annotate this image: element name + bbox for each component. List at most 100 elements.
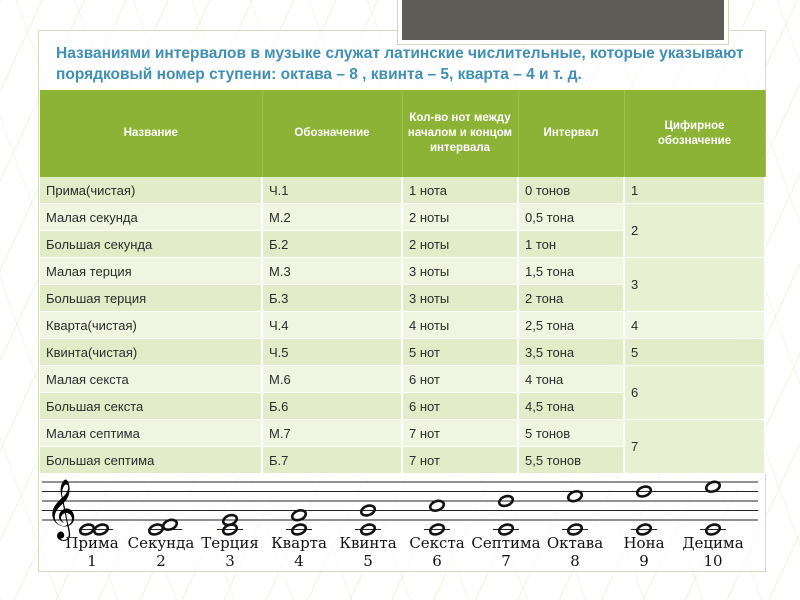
cell-digit: 3 xyxy=(624,257,766,312)
cell-code: Б.2 xyxy=(262,230,403,258)
interval-number-label: 4 xyxy=(294,552,304,570)
table-row: Большая септима Б.7 7 нот 5,5 тонов xyxy=(40,446,765,474)
interval-number-label: 8 xyxy=(570,552,580,570)
cell-notes: 4 ноты xyxy=(402,311,519,339)
whole-note xyxy=(92,523,110,536)
interval-name-label: Квинта xyxy=(339,534,396,552)
intervals-table-container: Название Обозначение Кол-во нот между на… xyxy=(40,90,766,474)
cell-digit: 5 xyxy=(624,338,766,366)
cell-digit: 2 xyxy=(624,203,766,258)
cell-code: М.3 xyxy=(262,257,403,285)
cell-name: Кварта(чистая) xyxy=(40,311,263,339)
cell-code: Б.3 xyxy=(262,284,403,312)
cell-code: Ч.1 xyxy=(262,177,403,204)
whole-note xyxy=(221,513,239,527)
whole-note xyxy=(704,523,722,536)
cell-interval: 3,5 тона xyxy=(518,338,625,366)
cell-digit: 7 xyxy=(624,419,766,474)
cell-code: Ч.5 xyxy=(262,338,403,366)
header-name: Название xyxy=(40,90,263,177)
cell-interval: 2,5 тона xyxy=(518,311,625,339)
cell-name: Большая септима xyxy=(40,446,263,474)
cell-notes: 1 нота xyxy=(402,177,519,204)
table-row: Малая терция М.3 3 ноты 1,5 тона 3 xyxy=(40,257,766,312)
intervals-table: Название Обозначение Кол-во нот между на… xyxy=(40,90,766,474)
interval-number-label: 5 xyxy=(363,552,373,570)
cell-code: Б.7 xyxy=(262,446,403,474)
whole-note xyxy=(359,504,377,517)
cell-notes: 2 ноты xyxy=(402,230,519,258)
whole-note xyxy=(635,485,653,498)
interval-number-label: 3 xyxy=(225,552,235,570)
cell-name: Прима(чистая) xyxy=(40,177,263,204)
table-row: Большая терция Б.3 3 ноты 2 тона xyxy=(40,284,765,312)
cell-interval: 2 тона xyxy=(518,284,625,312)
whole-note xyxy=(78,523,96,536)
cell-interval: 0 тонов xyxy=(518,177,625,204)
interval-name-label: Секста xyxy=(409,534,464,552)
interval-name-label: Септима xyxy=(471,534,540,552)
whole-note xyxy=(566,490,584,503)
cell-notes: 3 ноты xyxy=(402,257,519,285)
interval-number-label: 2 xyxy=(156,552,166,570)
cell-code: Б.6 xyxy=(262,392,403,420)
cell-name: Малая секста xyxy=(40,365,263,393)
cell-notes: 7 нот xyxy=(402,446,519,474)
cell-interval: 1,5 тона xyxy=(518,257,625,285)
cell-name: Малая терция xyxy=(40,257,263,285)
interval-number-label: 9 xyxy=(639,552,649,570)
cell-notes: 6 нот xyxy=(402,392,519,420)
table-row: Квинта(чистая) Ч.5 5 нот 3,5 тона 5 xyxy=(40,338,766,366)
cell-notes: 7 нот xyxy=(402,419,519,447)
cell-interval: 0,5 тона xyxy=(518,203,625,231)
cell-digit: 6 xyxy=(624,365,766,420)
cell-code: М.7 xyxy=(262,419,403,447)
interval-name-label: Секунда xyxy=(128,534,195,552)
header-digit: Цифирное обозначение xyxy=(624,90,766,177)
cell-interval: 5,5 тонов xyxy=(518,446,625,474)
cell-name: Малая септима xyxy=(40,419,263,447)
interval-name-label: Терция xyxy=(201,534,259,552)
cell-interval: 4 тона xyxy=(518,365,625,393)
cell-digit: 4 xyxy=(624,311,766,339)
interval-name-label: Нона xyxy=(623,534,664,552)
whole-note xyxy=(290,523,308,536)
interval-number-label: 1 xyxy=(87,552,97,570)
slide-title: Названиями интервалов в музыке служат ла… xyxy=(56,45,744,83)
cell-code: М.6 xyxy=(262,365,403,393)
whole-note xyxy=(635,523,653,536)
cell-name: Большая секста xyxy=(40,392,263,420)
table-row: Большая секунда Б.2 2 ноты 1 тон xyxy=(40,230,765,258)
cell-notes: 2 ноты xyxy=(402,203,519,231)
whole-note xyxy=(497,494,515,508)
table-body: Прима(чистая) Ч.1 1 нота 0 тонов 1 Малая секу… xyxy=(40,177,766,474)
cell-interval: 5 тонов xyxy=(518,419,625,447)
interval-name-label: Прима xyxy=(65,534,118,552)
table-row: Малая септима М.7 7 нот 5 тонов 7 xyxy=(40,419,766,474)
header-interval: Интервал xyxy=(518,90,625,177)
cell-name: Большая секунда xyxy=(40,230,263,258)
cell-name: Малая секунда xyxy=(40,203,263,231)
whole-note xyxy=(290,509,308,522)
cell-interval: 4,5 тона xyxy=(518,392,625,420)
cell-notes: 5 нот xyxy=(402,338,519,366)
cell-notes: 6 нот xyxy=(402,365,519,393)
music-staff-area: 𝄞 Прима 1 Секунда 2 Терция 3 Кварта 4 Квинта 5 Секс… xyxy=(40,470,760,570)
interval-name-label: Октава xyxy=(547,534,603,552)
cell-digit: 1 xyxy=(624,177,766,204)
cell-name: Квинта(чистая) xyxy=(40,338,263,366)
cell-code: Ч.4 xyxy=(262,311,403,339)
table-header-row: Название Обозначение Кол-во нот между на… xyxy=(40,90,766,177)
table-row: Малая секунда М.2 2 ноты 0,5 тона 2 xyxy=(40,203,766,258)
interval-name-label: Кварта xyxy=(271,534,327,552)
whole-note xyxy=(704,480,722,493)
table-row: Кварта(чистая) Ч.4 4 ноты 2,5 тона 4 xyxy=(40,311,766,339)
interval-number-label: 7 xyxy=(501,552,511,570)
whole-note xyxy=(566,523,584,536)
whole-note xyxy=(428,523,446,536)
decorative-header-box xyxy=(398,0,728,44)
whole-note xyxy=(161,518,179,531)
interval-name-label: Децима xyxy=(682,534,743,552)
table-row: Малая секста М.6 6 нот 4 тона 6 xyxy=(40,365,766,420)
